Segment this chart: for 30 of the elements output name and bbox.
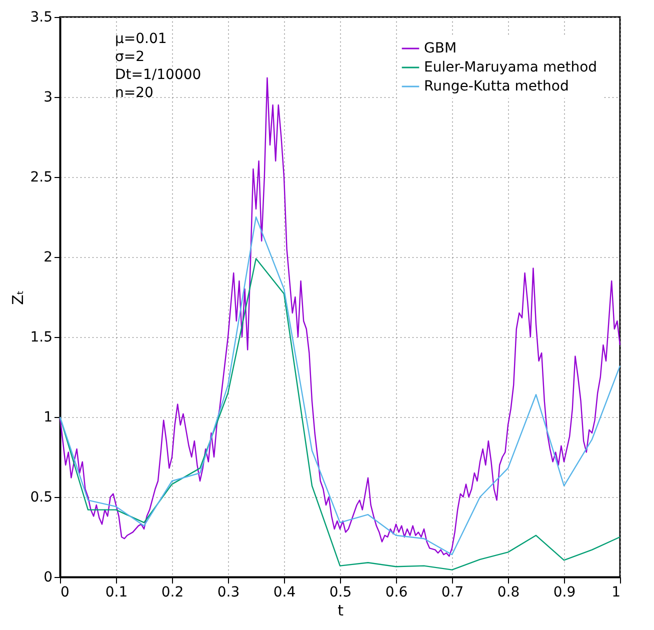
legend-label: Euler-Maruyama method xyxy=(424,60,598,76)
y-tick-label: 3 xyxy=(44,90,52,106)
y-tick-label: 3.5 xyxy=(30,10,52,26)
annotation: n=20 xyxy=(115,85,154,101)
legend-label: GBM xyxy=(424,40,457,56)
x-axis-title: t xyxy=(338,602,344,620)
line-series xyxy=(59,258,621,570)
x-tick-label: 0.1 xyxy=(105,584,128,600)
x-tick-label: 0.9 xyxy=(553,584,576,600)
x-tick-label: 0.5 xyxy=(329,584,352,600)
y-tick-label: 0.5 xyxy=(30,490,52,506)
x-tick-label: 0.3 xyxy=(217,584,240,600)
line-series xyxy=(59,216,621,556)
annotation: Dt=1/10000 xyxy=(115,67,202,83)
x-tick-label: 1 xyxy=(612,584,620,600)
y-tick-label: 2 xyxy=(44,250,52,266)
y-axis-title: Zₜ xyxy=(9,290,28,305)
y-tick-label: 1.5 xyxy=(30,330,52,346)
x-tick-label: 0.2 xyxy=(161,584,184,600)
y-tick-label: 0 xyxy=(44,570,52,586)
x-tick-label: 0.4 xyxy=(273,584,296,600)
y-tick-label: 2.5 xyxy=(30,170,52,186)
annotation: σ=2 xyxy=(115,49,145,65)
legend-label: Runge-Kutta method xyxy=(424,78,569,94)
y-tick-label: 1 xyxy=(44,410,52,426)
x-tick-label: 0.6 xyxy=(385,584,408,600)
x-tick-label: 0 xyxy=(60,584,70,600)
x-tick-label: 0.8 xyxy=(497,584,520,600)
annotation: μ=0.01 xyxy=(115,31,167,47)
x-tick-label: 0.7 xyxy=(441,584,464,600)
